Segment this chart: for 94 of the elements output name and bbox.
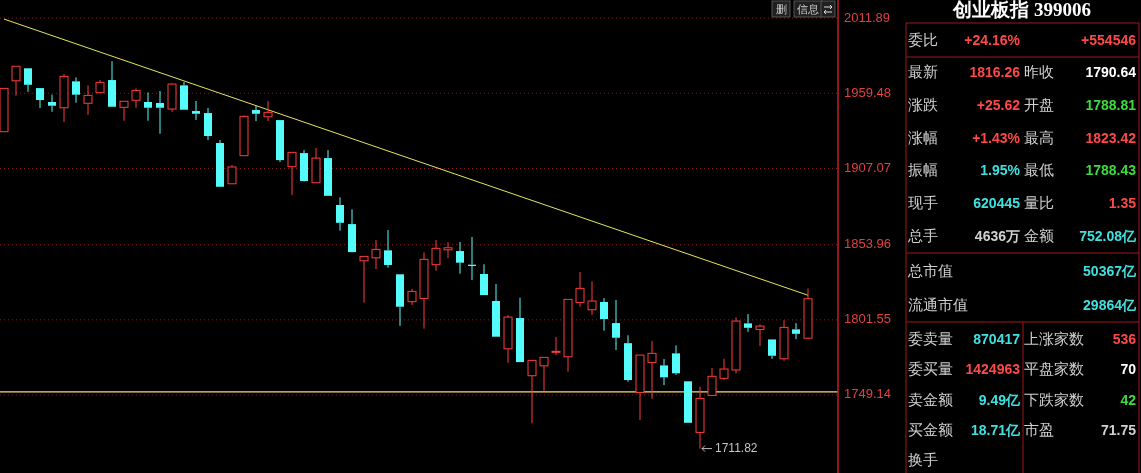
candlestick [407, 288, 417, 306]
candlestick [755, 323, 765, 347]
text: 71.75 [1100, 421, 1137, 438]
text: 总手 [907, 226, 938, 244]
candlestick [192, 100, 200, 121]
text: 4636万 [974, 227, 1020, 244]
text: 1790.64 [1085, 63, 1137, 80]
text: 总市值 [907, 261, 953, 279]
text: 9.49亿 [978, 391, 1021, 408]
text: 1.35 [1108, 194, 1137, 211]
text: 752.08亿 [1079, 227, 1137, 244]
text: 下跌家数 [1024, 390, 1084, 408]
text: +24.16% [964, 31, 1021, 48]
text: 创业板指 399006 [952, 0, 1091, 21]
y-tick-label: 1907.07 [844, 159, 891, 175]
y-tick-label: 2011.89 [844, 9, 891, 25]
text: 620445 [973, 194, 1021, 211]
text: 换手 [908, 450, 938, 468]
candlestick [431, 239, 441, 272]
text: 1788.43 [1085, 161, 1137, 178]
candlestick [263, 100, 273, 122]
candlestick [551, 336, 561, 356]
text: 开盘 [1024, 95, 1054, 113]
candlestick [695, 386, 705, 450]
text: 70 [1120, 360, 1137, 377]
text: 1816.26 [969, 63, 1021, 80]
candlestick [612, 299, 620, 351]
candlestick [672, 344, 680, 376]
text: 振幅 [908, 160, 938, 178]
text: 委卖量 [908, 329, 953, 347]
candlestick [792, 322, 800, 340]
text: 42 [1120, 391, 1137, 408]
text: 买金额 [908, 420, 953, 438]
text: 870417 [973, 330, 1021, 347]
candlestick [575, 271, 585, 308]
candlestick [456, 241, 464, 275]
candlestick [72, 76, 80, 104]
text: 50367亿 [1083, 262, 1137, 279]
y-tick-label: 1801.55 [844, 311, 891, 327]
text: 1424963 [965, 360, 1021, 377]
candlestick [443, 241, 453, 259]
candlestick [587, 280, 597, 316]
text: 29864亿 [1083, 296, 1137, 313]
annotation: 信息 [797, 2, 819, 15]
text: 流通市值 [908, 295, 968, 313]
text: +554546 [1081, 31, 1137, 48]
candlestick [384, 229, 392, 269]
candlestick [204, 107, 212, 141]
text: 量比 [1024, 193, 1054, 211]
text: 最高 [1024, 128, 1054, 146]
candlestick [144, 91, 152, 122]
text: 上涨家数 [1024, 329, 1084, 347]
candlestick [600, 297, 608, 332]
text: 最新 [908, 62, 938, 80]
candlestick [719, 358, 729, 381]
candlestick [660, 358, 668, 386]
text: 最低 [1024, 160, 1054, 178]
candlestick [371, 239, 381, 270]
candlestick [624, 334, 632, 383]
candlestick [83, 84, 93, 116]
text: 委比 [908, 30, 938, 48]
candlestick [156, 90, 164, 135]
text: 1788.81 [1085, 96, 1137, 113]
text: 现手 [908, 193, 938, 211]
candlestick [744, 313, 752, 333]
text: 涨跌 [908, 95, 938, 113]
text: 金额 [1024, 226, 1054, 244]
candlestick [419, 251, 429, 330]
text: 卖金额 [908, 390, 953, 408]
text: 1823.42 [1085, 129, 1137, 146]
text: 委买量 [908, 359, 953, 377]
text: +25.62 [976, 96, 1021, 113]
text: 平盘家数 [1024, 359, 1084, 377]
text: 18.71亿 [970, 421, 1021, 438]
text: 市盈 [1024, 420, 1054, 438]
candlestick [131, 87, 141, 109]
annotation: 1711.82 [715, 440, 758, 455]
candlestick [336, 196, 344, 232]
candlestick [779, 319, 789, 362]
candlestick [503, 314, 513, 364]
text: 涨幅 [908, 128, 938, 146]
text: +1.43% [972, 129, 1021, 146]
candlestick [48, 94, 56, 113]
candlestick [647, 340, 657, 400]
y-tick-label: 1749.14 [844, 386, 891, 402]
y-tick-label: 1959.48 [844, 84, 891, 100]
annotation: 删 [775, 2, 787, 15]
candlestick [252, 104, 260, 122]
text: 536 [1112, 330, 1137, 347]
candlestick [731, 316, 741, 374]
y-tick-label: 1853.96 [844, 236, 891, 252]
text: 1.95% [980, 161, 1021, 178]
text: 昨收 [1024, 62, 1054, 80]
candlestick [59, 73, 69, 123]
